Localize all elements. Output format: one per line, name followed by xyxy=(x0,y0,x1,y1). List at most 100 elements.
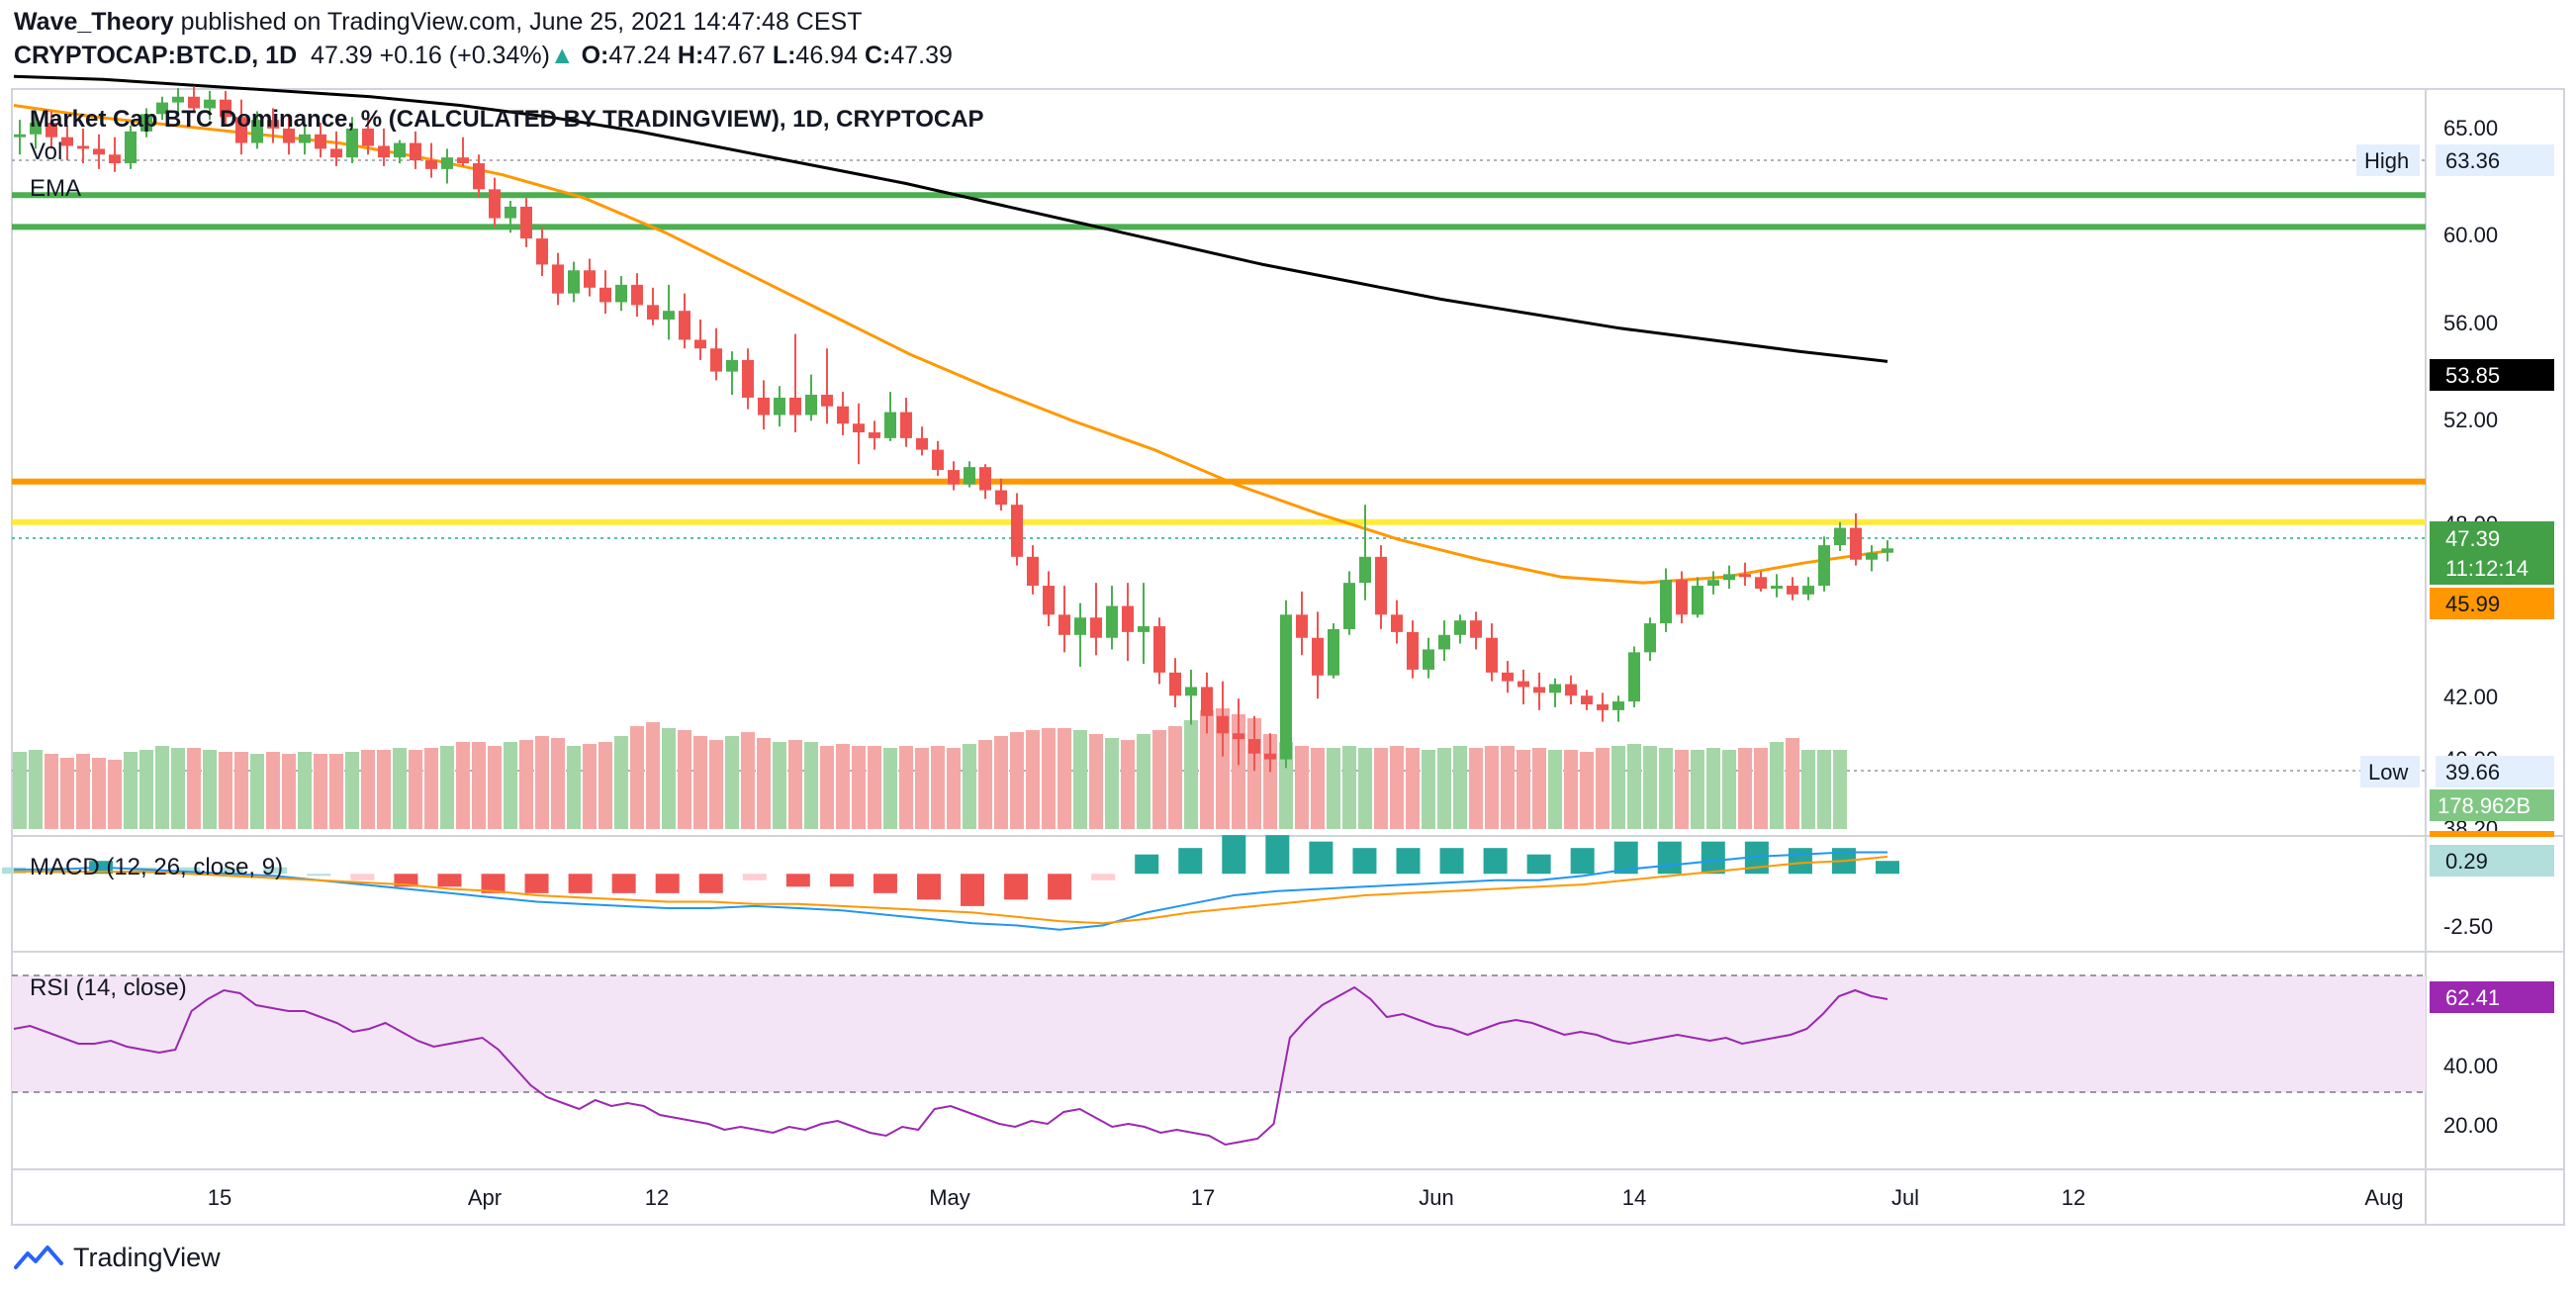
high-value: 63.36 xyxy=(2445,148,2500,173)
candle-body xyxy=(900,412,912,438)
candle-body xyxy=(1818,545,1830,587)
time-label: 14 xyxy=(1622,1185,1646,1210)
candle-body xyxy=(140,114,152,132)
volume-bar xyxy=(488,746,502,829)
macd-histogram-bar xyxy=(481,874,506,893)
price-tick: 60.00 xyxy=(2443,223,2498,247)
macd-histogram-bar xyxy=(698,874,723,893)
candle-body xyxy=(1612,701,1624,710)
candle-body xyxy=(1660,580,1672,624)
up-arrow-icon: ▲ xyxy=(549,42,575,69)
macd-legend: MACD (12, 26, close, 9) xyxy=(30,854,283,880)
volume-bar xyxy=(92,758,106,829)
candle-body xyxy=(410,142,421,161)
volume-bar xyxy=(1706,748,1720,829)
volume-bar xyxy=(662,728,676,829)
time-label: May xyxy=(929,1185,970,1210)
candle-body xyxy=(1834,527,1846,546)
volume-bar xyxy=(535,736,549,829)
candle-body xyxy=(1217,715,1229,734)
volume-bar xyxy=(1311,748,1325,829)
volume-bar xyxy=(504,742,517,829)
candle-body xyxy=(1486,637,1498,673)
candle-body xyxy=(1328,628,1339,676)
ema200-value: 53.85 xyxy=(2445,363,2500,388)
candle-body xyxy=(1628,652,1640,702)
macd-histogram-bar xyxy=(1309,841,1334,875)
candle-body xyxy=(93,148,105,155)
volume-bar xyxy=(1469,748,1483,829)
volume-bar xyxy=(551,738,565,829)
volume-bar xyxy=(741,732,755,829)
macd-histogram-bar xyxy=(46,867,70,875)
candle-body xyxy=(1343,583,1355,629)
candle-body xyxy=(631,284,643,306)
candle-body xyxy=(1106,605,1118,638)
volume-bar xyxy=(693,736,707,829)
volume-bar xyxy=(1691,750,1704,829)
candle-body xyxy=(758,397,770,416)
footer: TradingView xyxy=(14,1243,221,1273)
volume-bar xyxy=(1564,750,1578,829)
candle-body xyxy=(599,287,611,303)
candle-body xyxy=(869,432,880,438)
candle-body xyxy=(1280,614,1292,760)
volume-bar xyxy=(947,748,961,829)
candle-body xyxy=(1644,623,1656,653)
volume-bar xyxy=(219,752,232,829)
time-label: Apr xyxy=(468,1185,502,1210)
volume-bar xyxy=(234,752,248,829)
publish-info: Wave_Theory published on TradingView.com… xyxy=(14,8,863,37)
volume-bar xyxy=(583,744,597,829)
candle-body xyxy=(1438,634,1450,650)
macd-histogram-bar xyxy=(1526,854,1551,875)
volume-bar xyxy=(1722,750,1736,829)
candle-body xyxy=(1122,605,1134,632)
volume-bar xyxy=(282,754,296,829)
last-price-badge xyxy=(2430,521,2554,585)
candle-body xyxy=(884,412,896,438)
volume-bar xyxy=(978,740,992,829)
volume-bar xyxy=(567,746,581,829)
volume-bar xyxy=(1026,730,1040,829)
time-label: Jul xyxy=(1891,1185,1919,1210)
volume-bar xyxy=(1627,744,1641,829)
low-value: 39.66 xyxy=(2445,760,2500,785)
volume-bar xyxy=(1532,748,1546,829)
candle-body xyxy=(1597,704,1609,710)
candle-body xyxy=(1296,614,1308,638)
volume-bar xyxy=(519,740,533,829)
candle-body xyxy=(1407,631,1419,670)
candle-body xyxy=(1058,614,1070,635)
volume-bar xyxy=(1786,738,1799,829)
volume-bar xyxy=(1374,748,1388,829)
footer-brand[interactable]: TradingView xyxy=(73,1243,221,1272)
candle-body xyxy=(109,154,121,164)
tradingview-logo-icon[interactable] xyxy=(14,1244,65,1273)
macd-histogram-bar xyxy=(1439,848,1464,875)
high-label: High xyxy=(2364,148,2409,173)
time-label: Jun xyxy=(1419,1185,1453,1210)
open-label: O: xyxy=(581,42,609,69)
volume-bar xyxy=(725,736,739,829)
macd-line xyxy=(14,851,1887,931)
candle-body xyxy=(1787,586,1798,595)
volume-bar xyxy=(1675,750,1689,829)
time-axis[interactable]: 15 Apr 12 May 17 Jun 14 Jul 12 Aug xyxy=(208,1185,2404,1210)
author-name[interactable]: Wave_Theory xyxy=(14,8,174,36)
candle-body xyxy=(1233,733,1244,740)
volume-bar xyxy=(76,754,90,829)
time-label: 17 xyxy=(1191,1185,1215,1210)
volume-bar xyxy=(678,730,691,829)
volume-bar xyxy=(440,746,454,829)
macd-histogram-bar xyxy=(307,874,331,877)
volume-bar xyxy=(773,742,786,829)
change-value: +0.16 (+0.34%) xyxy=(379,42,550,69)
volume-bar xyxy=(139,750,153,829)
volume-bar xyxy=(1232,714,1245,829)
candle-body xyxy=(647,305,659,320)
volume-bar xyxy=(1152,730,1166,829)
candle-body xyxy=(821,395,833,407)
candle-body xyxy=(505,206,516,219)
